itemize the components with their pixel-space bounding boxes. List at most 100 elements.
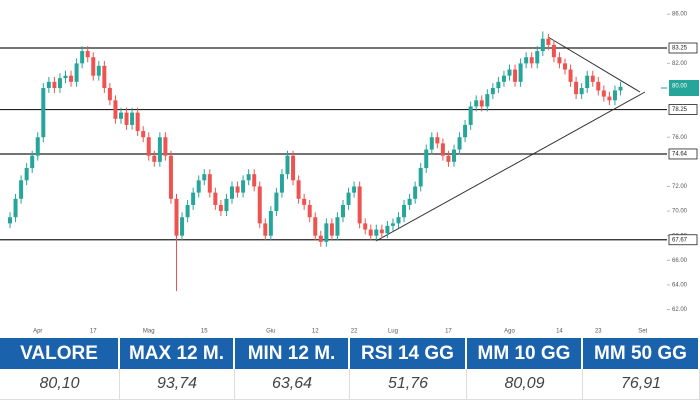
candle-body (252, 174, 257, 187)
candle-body (385, 225, 390, 234)
x-tick-label: Lug (388, 329, 398, 335)
candle-body (396, 217, 401, 224)
table-value: 51,76 (350, 369, 467, 400)
table-value: 63,64 (235, 369, 350, 400)
candle-body (590, 75, 595, 82)
candle-body (418, 168, 423, 187)
candle-body (568, 69, 573, 82)
candle-body (185, 204, 190, 218)
candle-body (268, 211, 273, 236)
last-price-label: 80.00 (672, 84, 688, 90)
candle-body (612, 90, 617, 101)
candle-body (235, 186, 240, 193)
table-header: MAX 12 M. (120, 338, 235, 369)
candle-body (551, 44, 556, 58)
x-tick-label: 12 (312, 329, 319, 335)
level-label: 74.64 (672, 152, 688, 158)
table-value: 80,09 (467, 369, 583, 400)
y-tick-label: 66.00 (672, 258, 688, 264)
candle-body (141, 131, 146, 138)
candle-body (207, 174, 212, 193)
candle-body (63, 75, 68, 79)
trendline-up (375, 91, 646, 242)
candle-body (74, 63, 79, 82)
candle-body (535, 51, 540, 64)
x-tick-label: 14 (556, 329, 563, 335)
candle-body (246, 174, 251, 181)
candle-body (474, 100, 479, 107)
candle-body (107, 88, 112, 101)
candle-body (579, 88, 584, 95)
level-box (668, 234, 698, 246)
candle-body (302, 198, 307, 205)
x-tick-label: 15 (201, 329, 208, 335)
candle-body (8, 217, 12, 224)
candle-body (257, 186, 262, 224)
candle-body (557, 57, 562, 64)
candle-body (102, 65, 107, 88)
candle-body (601, 90, 606, 97)
candle-body (135, 112, 140, 132)
candle-body (24, 168, 29, 181)
table-header: RSI 14 GG (350, 338, 467, 369)
candle-body (157, 137, 162, 162)
stats-table: VALORE MAX 12 M. MIN 12 M. RSI 14 GG MM 10 G… (0, 338, 700, 400)
candle-body (479, 100, 484, 107)
y-tick-label: 86.00 (672, 12, 688, 18)
table-header: MM 10 GG (467, 338, 583, 369)
candle-body (390, 223, 395, 226)
candle-body (163, 137, 168, 156)
candle-body (329, 223, 334, 236)
x-tick-label: Apr (33, 329, 42, 335)
candle-body (618, 86, 623, 91)
candle-body (30, 155, 35, 168)
candle-body (202, 174, 207, 181)
candle-body (524, 57, 529, 64)
candle-body (485, 94, 490, 107)
candle-body (52, 81, 57, 88)
table-header: MM 50 GG (583, 338, 700, 369)
candle-body (146, 137, 151, 156)
candle-body (513, 69, 518, 82)
candle-body (91, 57, 96, 76)
candle-body (57, 78, 62, 88)
candle-body (130, 112, 135, 125)
table-value: 76,91 (583, 369, 700, 400)
candle-body (85, 51, 90, 58)
candle-body (119, 112, 123, 119)
candle-body (379, 229, 384, 234)
x-tick-label: Mag (143, 329, 155, 335)
table-header: MIN 12 M. (235, 338, 350, 369)
candle-body (285, 155, 290, 175)
table-header: VALORE (0, 338, 120, 369)
level-label: 78.25 (672, 107, 688, 113)
table-value: 93,74 (120, 369, 235, 400)
x-tick-label: Ago (504, 329, 515, 335)
candle-body (291, 155, 296, 181)
last-price-box (669, 80, 699, 96)
candle-body (241, 180, 246, 193)
candle-body (413, 186, 418, 199)
candle-body (496, 81, 501, 88)
candle-body (607, 96, 612, 101)
candle-body (341, 204, 345, 218)
candle-body (440, 143, 445, 156)
candle-body (457, 137, 462, 150)
y-tick-label: 76.00 (672, 135, 688, 141)
y-tick-label: 70.00 (672, 209, 688, 215)
candle-body (346, 192, 351, 205)
y-tick-label: 72.00 (672, 184, 688, 190)
candle-body (363, 223, 368, 230)
candle-body (313, 217, 318, 236)
candle-body (174, 198, 179, 236)
level-box (668, 148, 698, 160)
candle-body (463, 124, 468, 138)
candle-body (263, 223, 268, 236)
candle-body (352, 186, 357, 193)
level-label: 83.25 (672, 46, 688, 52)
candle-body (546, 38, 551, 45)
candle-body (424, 149, 429, 168)
candle-body (218, 204, 223, 212)
candle-body (518, 63, 523, 82)
